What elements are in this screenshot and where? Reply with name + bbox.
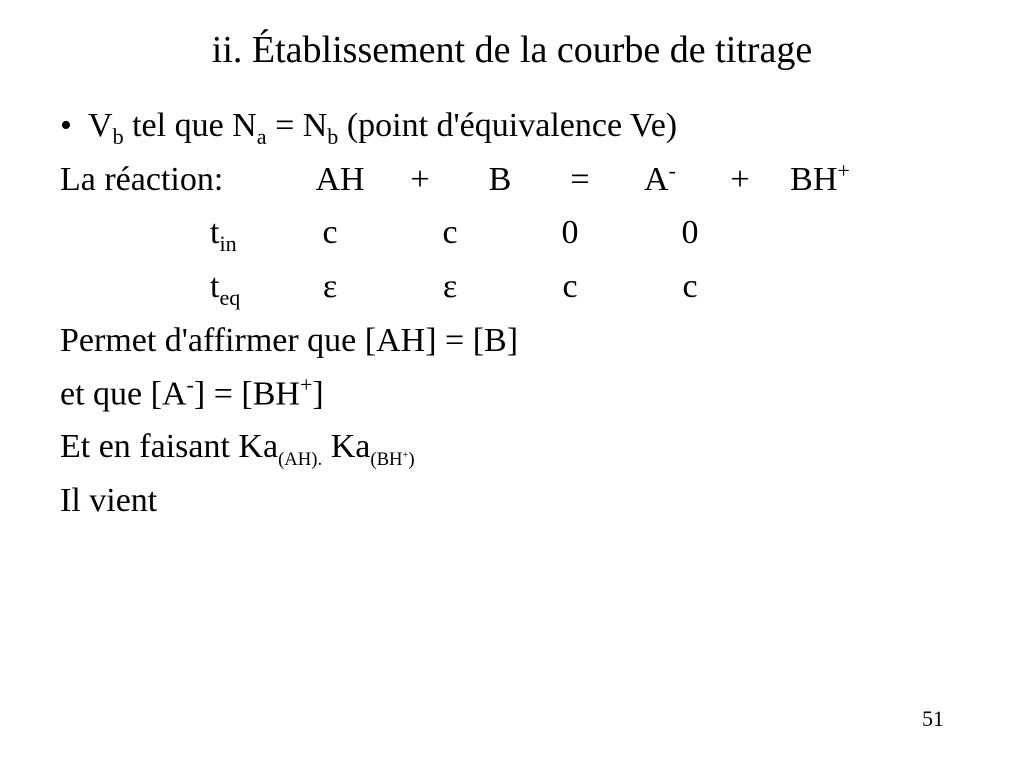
text: (BH: [370, 449, 402, 470]
species: BH+: [760, 154, 880, 207]
op: =: [560, 154, 600, 207]
cell: c: [390, 207, 510, 261]
op: +: [720, 154, 760, 207]
species: A-: [600, 154, 720, 207]
row-label: teq: [60, 261, 270, 315]
superscript: -: [187, 372, 194, 397]
subscript: b: [113, 124, 124, 149]
superscript: -: [669, 154, 676, 188]
row-label: tin: [60, 207, 270, 261]
text: Ka: [322, 428, 370, 465]
row-tin: tin c c 0 0: [60, 207, 964, 261]
reaction-line: La réaction: AH + B = A- + BH+: [60, 154, 964, 207]
text: tel que N: [124, 107, 257, 144]
text: Et en faisant Ka: [60, 428, 278, 465]
species: AH: [280, 154, 400, 207]
superscript: +: [837, 154, 849, 188]
subscript: (AH).: [278, 449, 322, 470]
text: et que [A: [60, 375, 187, 412]
cell: ε: [390, 261, 510, 315]
line-etque: et que [A-] = [BH+]: [60, 368, 964, 421]
cell: 0: [510, 207, 630, 261]
text: ]: [312, 375, 323, 412]
text: (point d'équivalence Ve): [338, 107, 677, 144]
cell: 0: [630, 207, 750, 261]
text: ] = [BH: [194, 375, 300, 412]
text: BH: [790, 154, 837, 207]
text: = N: [267, 107, 328, 144]
reaction-label: La réaction:: [60, 154, 280, 207]
page-number: 51: [922, 706, 944, 732]
superscript: +: [300, 372, 312, 397]
bullet-equivalence: •Vb tel que Na = Nb (point d'équivalence…: [60, 100, 964, 154]
subscript: a: [257, 124, 267, 149]
cell: ε: [270, 261, 390, 315]
subscript: in: [219, 231, 236, 256]
cell: c: [510, 261, 630, 315]
line-permet: Permet d'affirmer que [AH] = [B]: [60, 315, 964, 368]
text: ): [408, 449, 414, 470]
subscript: (BH+): [370, 449, 414, 470]
subscript: eq: [219, 285, 240, 310]
subscript: b: [327, 124, 338, 149]
line-enfaisant: Et en faisant Ka(AH). Ka(BH+): [60, 421, 964, 475]
text: A: [644, 154, 669, 207]
row-teq: teq ε ε c c: [60, 261, 964, 315]
bullet-dot: •: [60, 100, 88, 153]
text: V: [88, 107, 113, 144]
line-ilvient: Il vient: [60, 475, 964, 528]
slide-title: ii. Établissement de la courbe de titrag…: [60, 28, 964, 72]
cell: c: [630, 261, 750, 315]
reaction-equation: AH + B = A- + BH+: [280, 154, 880, 207]
species: B: [440, 154, 560, 207]
cell: c: [270, 207, 390, 261]
op: +: [400, 154, 440, 207]
slide: ii. Établissement de la courbe de titrag…: [0, 0, 1024, 768]
